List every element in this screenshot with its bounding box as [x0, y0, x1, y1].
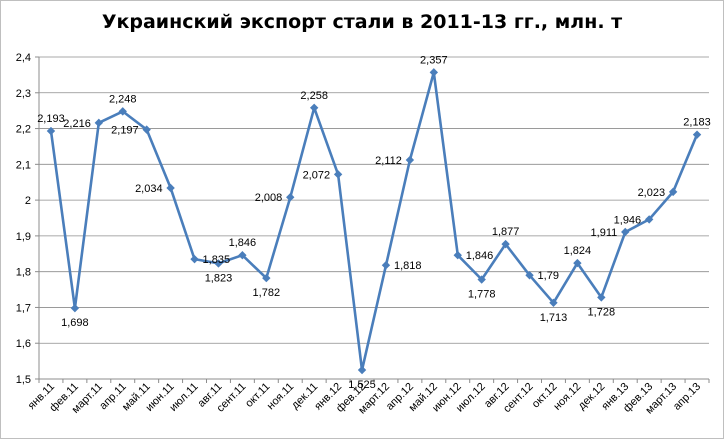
data-point [214, 259, 223, 268]
y-tick-label: 2,1 [16, 159, 31, 171]
y-tick-label: 2 [25, 195, 31, 207]
chart-title: Украинский экспорт стали в 2011-13 гг., … [101, 11, 623, 33]
data-point [405, 155, 415, 165]
x-tick-label: ноя.11 [265, 381, 297, 413]
data-point [692, 130, 702, 139]
y-tick-label: 2,4 [16, 52, 31, 64]
data-point [70, 303, 80, 313]
data-point [190, 254, 199, 264]
data-point [333, 170, 343, 179]
data-label: 1,713 [540, 312, 568, 324]
data-point [309, 103, 319, 113]
data-point [644, 215, 654, 224]
data-label: 2,216 [63, 118, 91, 130]
data-label: 2,023 [638, 187, 666, 199]
data-label: 1,877 [492, 226, 520, 238]
data-label: 1,835 [203, 254, 231, 266]
data-point [286, 193, 295, 202]
data-label: 1,824 [564, 245, 592, 257]
data-point [525, 271, 534, 280]
data-label: 2,072 [303, 169, 331, 181]
data-point [621, 227, 630, 237]
data-point [429, 68, 439, 77]
data-label: 1,778 [468, 289, 496, 301]
data-point [381, 261, 391, 270]
data-label: 2,197 [111, 125, 139, 137]
data-label: 1,823 [205, 272, 233, 284]
y-tick-label: 2,3 [16, 88, 31, 100]
data-label: 2,183 [683, 117, 711, 129]
data-point [118, 107, 127, 116]
data-label: 1,818 [394, 260, 422, 272]
y-tick-label: 1,8 [16, 267, 31, 279]
data-label: 1,525 [348, 379, 376, 391]
data-label: 1,846 [229, 237, 257, 249]
y-tick-label: 1,9 [16, 231, 31, 243]
y-tick-label: 2,2 [16, 124, 31, 136]
data-point [573, 258, 582, 268]
series-line [49, 71, 699, 372]
data-label: 1,79 [538, 270, 559, 282]
data-label: 1,698 [61, 317, 89, 329]
data-point [94, 118, 104, 128]
y-tick-label: 1,5 [16, 374, 31, 386]
data-point [46, 126, 56, 136]
data-point [477, 275, 486, 284]
data-label: 1,911 [591, 227, 618, 239]
y-tick-label: 1,6 [16, 338, 31, 350]
data-label: 2,112 [375, 155, 402, 167]
data-label: 1,782 [253, 287, 281, 299]
data-point [262, 273, 271, 283]
data-label: 2,008 [255, 192, 283, 204]
data-label: 2,193 [37, 113, 65, 125]
data-point [142, 125, 151, 134]
data-label: 1,846 [466, 250, 494, 262]
data-label: 2,258 [300, 90, 328, 102]
data-point [597, 293, 606, 302]
x-tick-label: апр.13 [671, 381, 703, 413]
data-point [668, 187, 678, 197]
data-point [166, 183, 175, 193]
data-point [549, 298, 558, 307]
data-point [453, 251, 462, 260]
data-label: 2,357 [420, 54, 448, 66]
data-label: 1,946 [614, 214, 642, 226]
data-point [238, 251, 247, 260]
x-tick-label: ноя.12 [551, 381, 583, 413]
data-label: 2,034 [135, 183, 163, 195]
y-tick-label: 1,7 [16, 302, 31, 314]
data-label: 1,728 [588, 306, 616, 318]
data-point [501, 239, 510, 249]
data-label: 2,248 [109, 93, 137, 105]
data-point [357, 365, 367, 375]
